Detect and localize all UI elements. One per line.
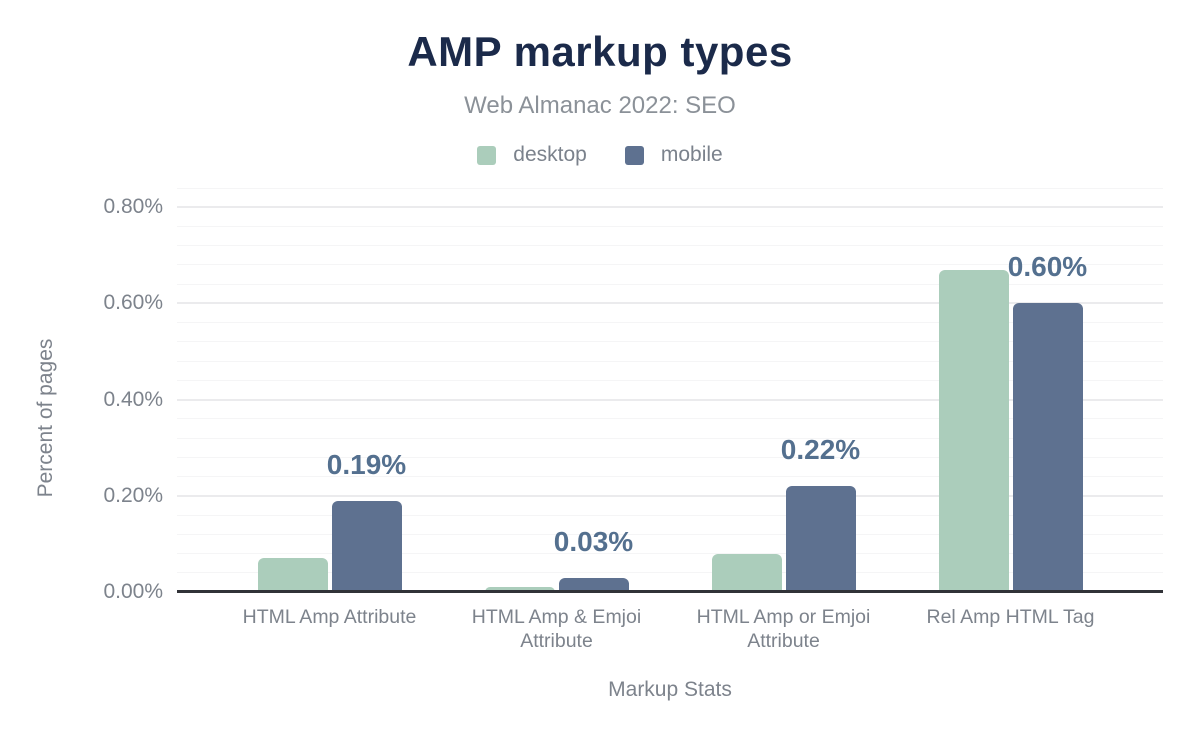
chart-title: AMP markup types [407,28,793,75]
minor-gridline [177,379,1163,381]
minor-gridline [177,476,1163,478]
bar-mobile: 0.22% [781,434,860,592]
bar-pair: 0.03% [484,188,633,592]
bar-group: 0.19% HTML Amp Attribute [216,188,443,628]
bar-pair: 0.19% [257,188,406,592]
minor-gridline [177,322,1163,324]
minor-gridline [177,264,1163,266]
bar-mobile: 0.03% [554,526,633,592]
category-label: HTML Amp or Emjoi Attribute [696,606,871,653]
major-gridline [177,302,1163,305]
bar-mobile: 0.19% [327,449,406,592]
mobile-swatch-icon [624,145,644,165]
major-gridline [177,494,1163,497]
legend: desktop mobile [0,143,1200,167]
plot-area: 0.19% HTML Amp Attribute 0.03% HTML Amp & E… [177,187,1163,653]
minor-gridline [177,360,1163,362]
minor-gridline [177,283,1163,285]
bar-value-label: 0.19% [326,448,407,480]
legend-label-desktop: desktop [513,143,587,166]
minor-gridline [177,456,1163,458]
bar-group: 0.22% HTML Amp or Emjoi Attribute [670,188,897,652]
bar-pair: 0.60% [938,188,1087,592]
major-gridline [177,398,1163,401]
bar-desktop [711,553,782,592]
legend-label-mobile: mobile [660,143,723,166]
bar-group: 0.03% HTML Amp & Emjoi Attribute [443,188,670,653]
minor-gridline [177,245,1163,247]
y-tick-label: 0.20% [103,483,163,507]
minor-gridline [177,533,1163,535]
y-tick-label: 0.00% [103,580,163,603]
category-label: Rel Amp HTML Tag [926,606,1095,628]
bar-value-label: 0.03% [553,525,634,557]
bar-desktop [484,587,555,592]
bar-value-label: 0.60% [1007,251,1088,283]
legend-item-desktop: desktop [477,143,587,167]
category-label: HTML Amp & Emjoi Attribute [471,606,642,653]
minor-gridline [177,553,1163,555]
minor-gridline [177,572,1163,574]
bar-group: 0.60% Rel Amp HTML Tag [897,188,1124,628]
bar-groups: 0.19% HTML Amp Attribute 0.03% HTML Amp & E… [177,188,1163,653]
bar-mobile: 0.60% [1008,251,1087,592]
y-tick-label: 0.80% [103,195,163,219]
category-label: HTML Amp Attribute [242,606,417,628]
y-tick-label: 0.40% [103,387,163,411]
bar-pair: 0.22% [711,188,860,592]
bar-desktop [257,558,328,592]
minor-gridline [177,187,1163,189]
y-axis-title: Percent of pages [34,338,57,498]
x-axis-title: Markup Stats [608,678,732,701]
minor-gridline [177,418,1163,420]
minor-gridline [177,225,1163,227]
desktop-swatch-icon [477,145,497,165]
minor-gridline [177,437,1163,439]
bar-value-label: 0.22% [780,434,861,466]
y-tick-label: 0.60% [103,291,163,315]
bar-desktop [938,269,1009,592]
legend-item-mobile: mobile [624,143,723,167]
chart-subtitle: Web Almanac 2022: SEO [464,92,736,119]
major-gridline [177,206,1163,209]
minor-gridline [177,341,1163,343]
minor-gridline [177,514,1163,516]
x-axis-line [177,590,1163,593]
